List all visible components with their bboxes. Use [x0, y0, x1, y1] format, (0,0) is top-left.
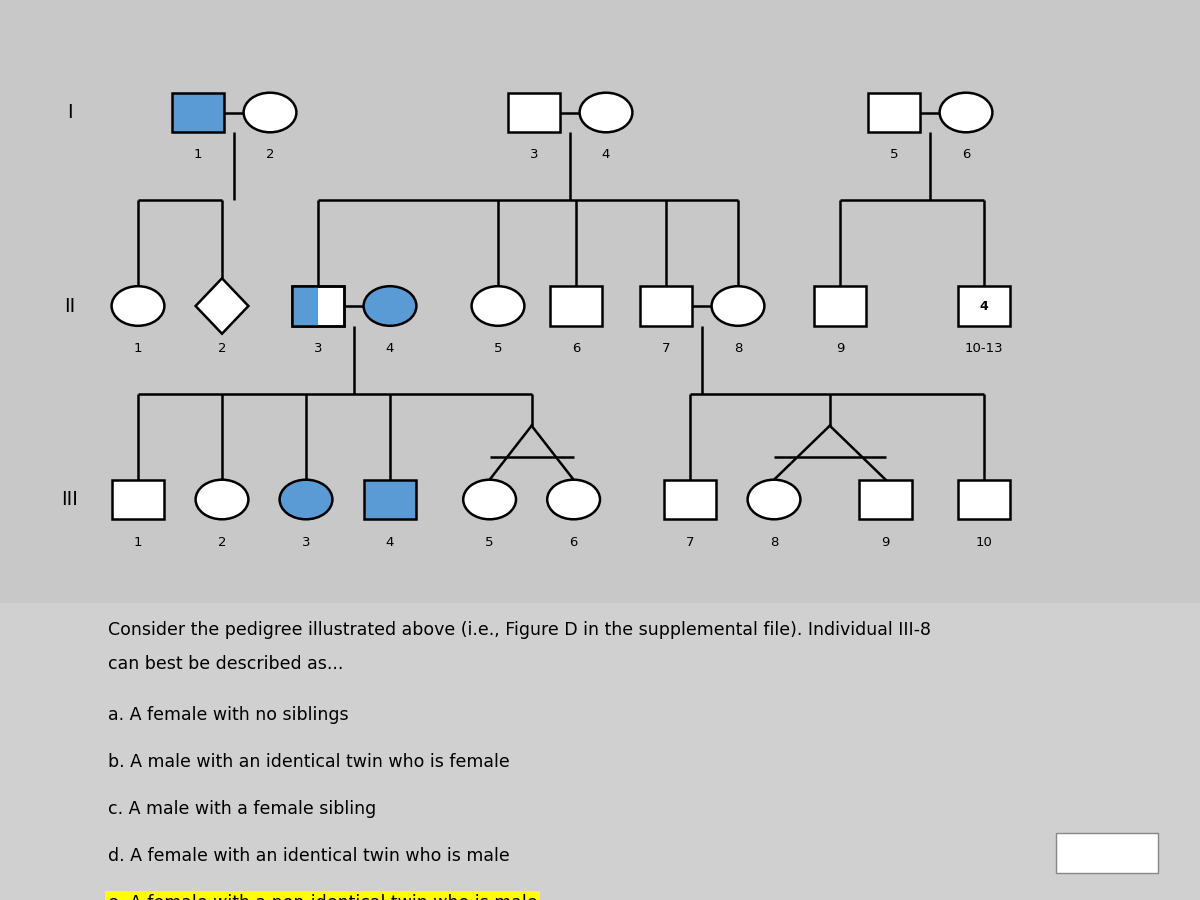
Text: 3: 3 [301, 536, 311, 548]
Bar [550, 286, 602, 326]
Text: 7: 7 [685, 536, 695, 548]
Circle shape [364, 286, 416, 326]
Bar [868, 93, 920, 132]
Text: 10: 10 [976, 536, 992, 548]
Bar [958, 480, 1010, 519]
Text: a. A female with no siblings: a. A female with no siblings [108, 706, 349, 724]
Text: I: I [67, 103, 72, 122]
Text: Consider the pedigree illustrated above (i.e., Figure D in the supplemental file: Consider the pedigree illustrated above … [108, 621, 931, 639]
Bar [859, 480, 912, 519]
Text: 7: 7 [661, 342, 671, 355]
Bar [508, 93, 560, 132]
Text: 2: 2 [265, 148, 275, 161]
Text: 2: 2 [217, 536, 227, 548]
Text: 4: 4 [602, 148, 610, 161]
Text: 1: 1 [133, 536, 143, 548]
Bar [364, 480, 416, 519]
Text: 1: 1 [133, 342, 143, 355]
Bar [292, 286, 344, 326]
Circle shape [940, 93, 992, 132]
Text: II: II [64, 296, 76, 316]
Bar [640, 286, 692, 326]
Bar [958, 286, 1010, 326]
Text: 5: 5 [889, 148, 899, 161]
Text: 1: 1 [193, 148, 203, 161]
Bar [292, 286, 318, 326]
Circle shape [280, 480, 332, 519]
Text: 5: 5 [493, 342, 503, 355]
Text: b. A male with an identical twin who is female: b. A male with an identical twin who is … [108, 753, 510, 771]
Text: 3: 3 [529, 148, 539, 161]
Polygon shape [196, 278, 248, 334]
Text: c. A male with a female sibling: c. A male with a female sibling [108, 800, 377, 818]
Text: 5: 5 [485, 536, 494, 548]
Text: d. A female with an identical twin who is male: d. A female with an identical twin who i… [108, 847, 510, 865]
Text: 8: 8 [734, 342, 742, 355]
Text: can best be described as...: can best be described as... [108, 655, 343, 673]
Circle shape [112, 286, 164, 326]
Text: 2: 2 [217, 342, 227, 355]
Circle shape [712, 286, 764, 326]
Text: 9: 9 [836, 342, 844, 355]
Circle shape [748, 480, 800, 519]
Bar [0, 603, 1200, 900]
Text: 4: 4 [386, 342, 394, 355]
Bar [292, 286, 344, 326]
Text: 10-13: 10-13 [965, 342, 1003, 355]
Text: 8: 8 [770, 536, 778, 548]
Circle shape [547, 480, 600, 519]
Circle shape [196, 480, 248, 519]
Bar [112, 480, 164, 519]
Circle shape [463, 480, 516, 519]
Circle shape [580, 93, 632, 132]
Text: 3: 3 [313, 342, 323, 355]
Circle shape [472, 286, 524, 326]
Bar [1056, 832, 1158, 873]
Text: 6: 6 [572, 342, 580, 355]
Bar [172, 93, 224, 132]
Text: 6: 6 [962, 148, 970, 161]
Circle shape [244, 93, 296, 132]
Text: III: III [61, 490, 78, 509]
Bar [814, 286, 866, 326]
Text: e. A female with a non-identical twin who is male: e. A female with a non-identical twin wh… [108, 894, 538, 900]
Text: 6: 6 [570, 536, 577, 548]
Text: 4: 4 [979, 300, 989, 312]
Text: 4: 4 [386, 536, 394, 548]
Bar [664, 480, 716, 519]
Text: 9: 9 [882, 536, 889, 548]
